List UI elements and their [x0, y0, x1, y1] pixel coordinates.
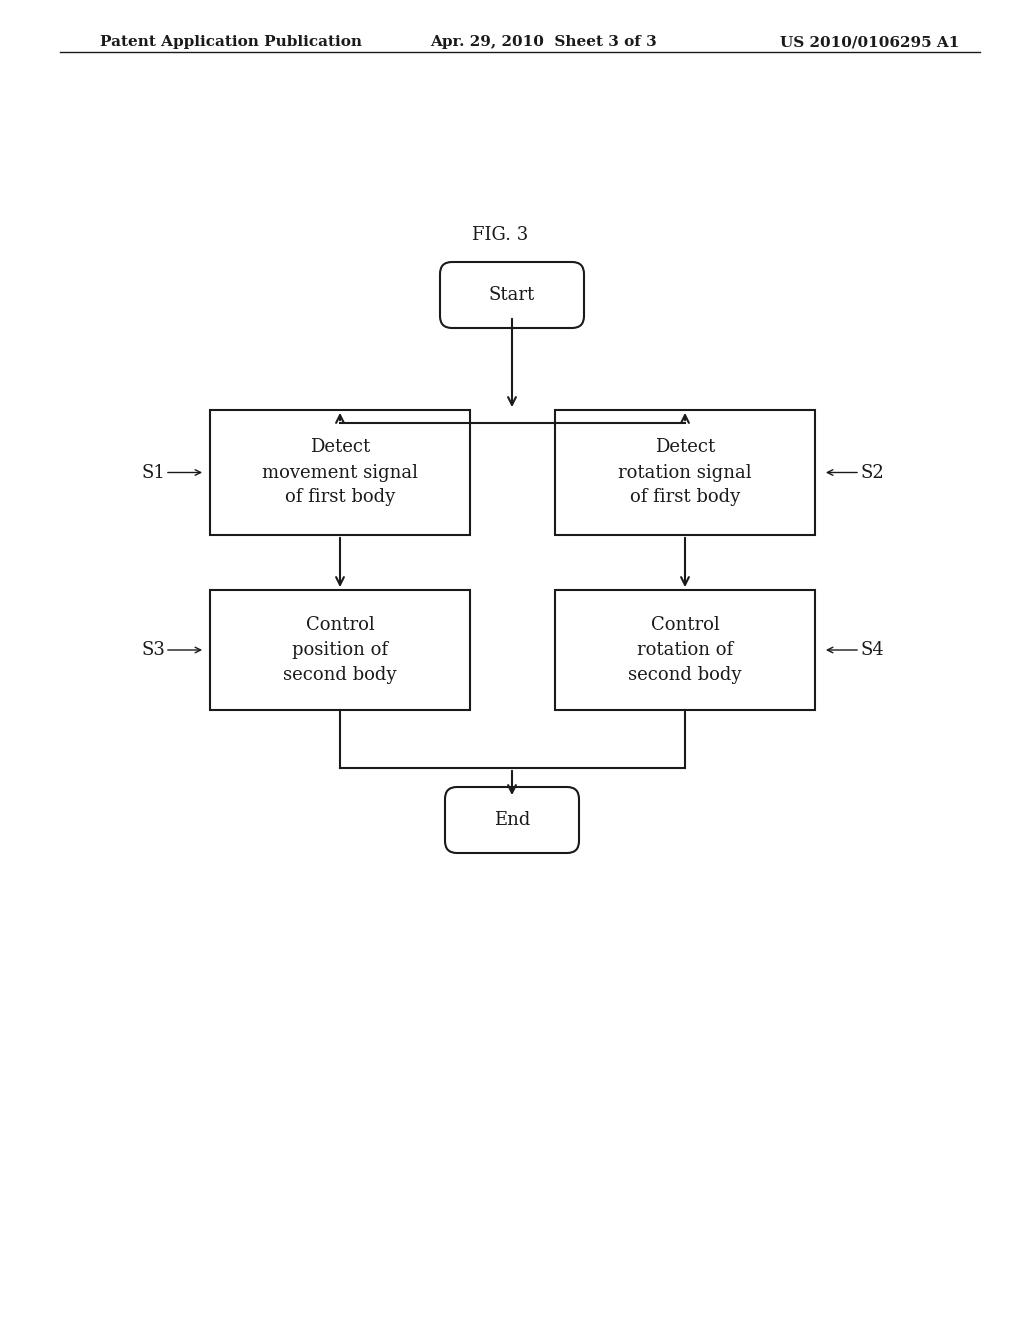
Bar	[555, 590, 815, 710]
Bar	[210, 590, 470, 710]
Text: S1: S1	[141, 463, 165, 482]
FancyBboxPatch shape	[445, 787, 579, 853]
Text: Apr. 29, 2010  Sheet 3 of 3: Apr. 29, 2010 Sheet 3 of 3	[430, 36, 656, 49]
Text: Control
position of
second body: Control position of second body	[284, 616, 396, 684]
Text: FIG. 3: FIG. 3	[472, 226, 528, 244]
Text: Patent Application Publication: Patent Application Publication	[100, 36, 362, 49]
Text: S3: S3	[141, 642, 165, 659]
Text: Control
rotation of
second body: Control rotation of second body	[629, 616, 741, 684]
Text: Detect
movement signal
of first body: Detect movement signal of first body	[262, 438, 418, 507]
Text: Detect
rotation signal
of first body: Detect rotation signal of first body	[618, 438, 752, 507]
Text: S2: S2	[860, 463, 884, 482]
Text: US 2010/0106295 A1: US 2010/0106295 A1	[780, 36, 959, 49]
FancyBboxPatch shape	[440, 261, 584, 327]
Text: End: End	[494, 810, 530, 829]
Bar	[210, 411, 470, 535]
Text: Start: Start	[488, 286, 536, 304]
Bar	[555, 411, 815, 535]
Text: S4: S4	[860, 642, 884, 659]
